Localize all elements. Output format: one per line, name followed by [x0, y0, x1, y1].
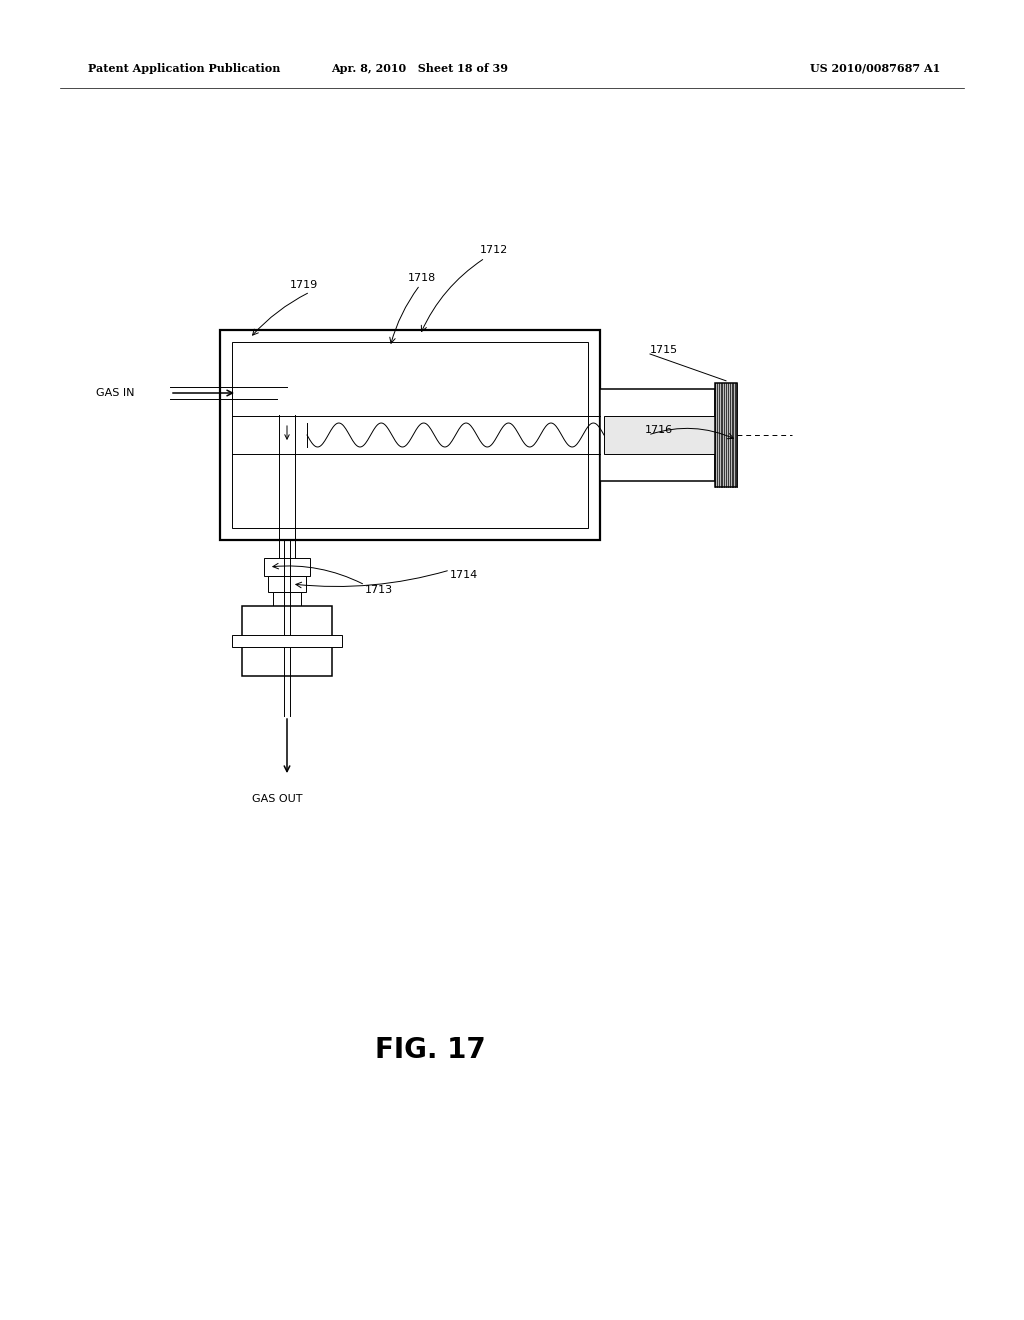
Bar: [232, 342, 588, 528]
Text: 1714: 1714: [450, 570, 478, 579]
Text: 1719: 1719: [290, 280, 318, 290]
Text: GAS IN: GAS IN: [96, 388, 135, 399]
Text: 1715: 1715: [650, 345, 678, 355]
Text: FIG. 17: FIG. 17: [375, 1036, 485, 1064]
Text: 1712: 1712: [480, 246, 508, 255]
Text: GAS OUT: GAS OUT: [252, 795, 302, 804]
Text: 1716: 1716: [645, 425, 673, 436]
Text: 1713: 1713: [365, 585, 393, 595]
Text: 1718: 1718: [408, 273, 436, 282]
Bar: [242, 606, 332, 676]
Bar: [232, 635, 342, 647]
Bar: [264, 558, 310, 576]
Bar: [220, 330, 600, 540]
Text: Apr. 8, 2010   Sheet 18 of 39: Apr. 8, 2010 Sheet 18 of 39: [332, 62, 509, 74]
Text: US 2010/0087687 A1: US 2010/0087687 A1: [810, 62, 940, 74]
Bar: [273, 591, 301, 606]
Bar: [600, 389, 715, 482]
Bar: [604, 416, 715, 454]
Bar: [268, 576, 306, 591]
Bar: [715, 383, 737, 487]
Text: Patent Application Publication: Patent Application Publication: [88, 62, 281, 74]
